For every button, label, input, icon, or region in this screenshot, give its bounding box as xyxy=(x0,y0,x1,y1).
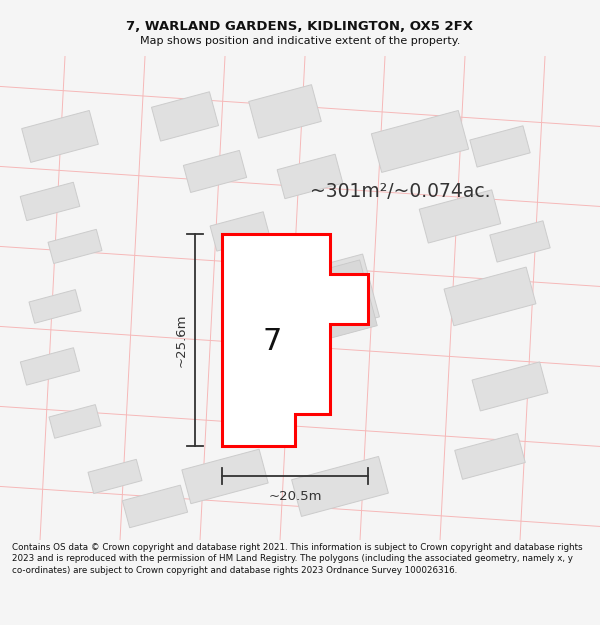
Text: 7, WARLAND GARDENS, KIDLINGTON, OX5 2FX: 7, WARLAND GARDENS, KIDLINGTON, OX5 2FX xyxy=(127,21,473,33)
Polygon shape xyxy=(444,267,536,326)
Polygon shape xyxy=(151,92,218,141)
Polygon shape xyxy=(49,404,101,438)
Polygon shape xyxy=(281,254,379,339)
Text: ~25.6m: ~25.6m xyxy=(175,314,187,367)
Polygon shape xyxy=(273,260,377,349)
Polygon shape xyxy=(184,151,247,192)
Polygon shape xyxy=(122,485,188,528)
Polygon shape xyxy=(419,190,501,243)
Text: 7: 7 xyxy=(262,327,281,356)
Polygon shape xyxy=(88,459,142,494)
Polygon shape xyxy=(455,434,525,479)
Polygon shape xyxy=(472,362,548,411)
Polygon shape xyxy=(277,154,343,199)
Polygon shape xyxy=(222,234,368,446)
Polygon shape xyxy=(470,126,530,167)
Polygon shape xyxy=(371,111,469,173)
Text: ~301m²/~0.074ac.: ~301m²/~0.074ac. xyxy=(310,182,491,201)
Polygon shape xyxy=(182,449,268,504)
Polygon shape xyxy=(20,182,80,221)
Polygon shape xyxy=(20,348,80,385)
Text: Map shows position and indicative extent of the property.: Map shows position and indicative extent… xyxy=(140,36,460,46)
Text: ~20.5m: ~20.5m xyxy=(268,490,322,503)
Polygon shape xyxy=(248,84,322,138)
Text: Contains OS data © Crown copyright and database right 2021. This information is : Contains OS data © Crown copyright and d… xyxy=(12,542,583,575)
Polygon shape xyxy=(490,221,550,262)
Polygon shape xyxy=(29,289,81,323)
Polygon shape xyxy=(48,229,102,264)
Polygon shape xyxy=(22,111,98,162)
Polygon shape xyxy=(292,456,388,516)
Polygon shape xyxy=(210,212,270,251)
